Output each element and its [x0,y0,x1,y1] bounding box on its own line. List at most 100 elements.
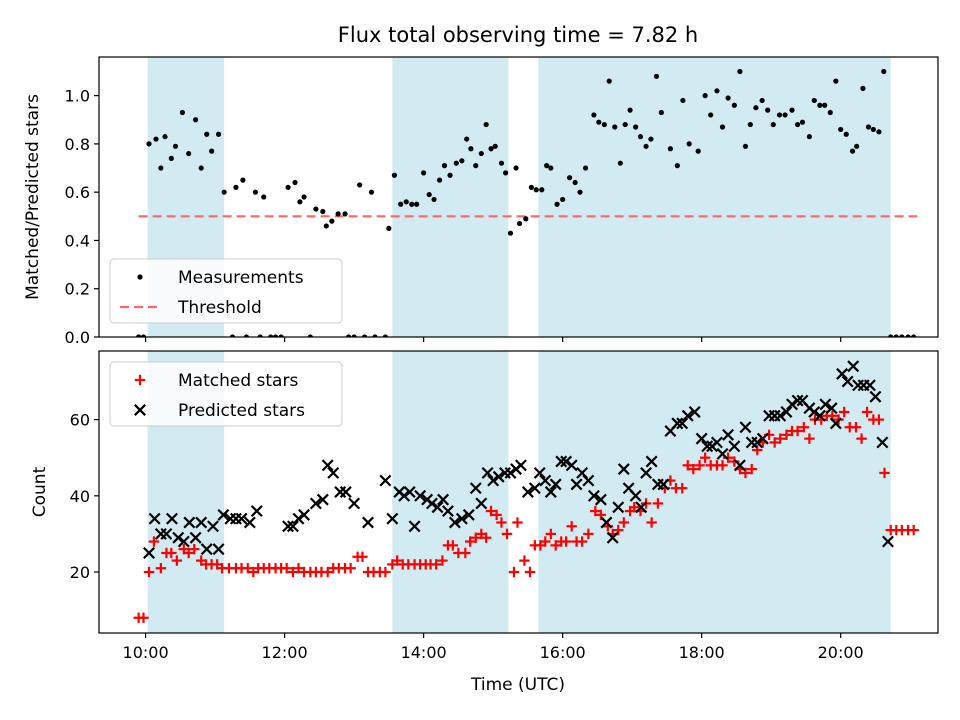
dot-point-116 [789,107,795,113]
dot-point-124 [833,78,839,84]
x-point-111 [841,375,854,388]
x-point-72-b [617,463,630,476]
dot-point-76 [554,201,560,207]
dot-point-44 [386,225,392,231]
x-point-34 [398,489,411,502]
dot-point-58 [464,136,470,142]
dot-point-2 [146,141,152,147]
x-point-66-b [582,474,595,487]
bottom-xlabel: Time (UTC) [470,675,565,695]
dot-point-138 [911,334,917,337]
x-point-36-b [408,520,421,533]
x-point-32 [386,512,399,525]
x-point-44 [455,512,468,525]
x-point-56-b [528,482,541,495]
x-point-95 [751,436,764,449]
plus-point-99 [694,460,705,471]
x-point-110-b [836,367,849,380]
x-point-21-b [292,512,305,525]
x-point-45 [462,508,475,521]
dot-point-50 [421,170,427,176]
top-ylabel: Matched/Predicted stars [23,94,43,300]
x-point-86 [701,440,714,453]
x-point-99 [774,409,787,422]
dot-point-8 [179,109,186,116]
plus-point-55 [447,540,459,551]
dot-point-85 [606,78,612,84]
dot-point-42 [372,334,378,337]
plot-area [136,57,918,337]
x-point-6-b [177,535,190,548]
x-point-62-b [560,455,573,468]
x-point-75-b [635,501,648,514]
ytick-label: 20 [70,563,90,582]
plus-point-26 [281,563,292,574]
x-point-18-b [250,505,263,518]
x-point-37 [414,489,427,502]
x-point-25 [321,459,334,472]
x-point-32-b [386,512,399,525]
x-point-118-b [881,535,894,548]
legend-label: Matched stars [178,371,298,391]
dot-point-86 [612,124,618,130]
plus-point-105 [729,456,740,467]
x-point-23-b [309,497,322,510]
x-point-117-b [876,436,889,449]
plus-point-98 [688,463,699,475]
dot-point-102 [708,112,714,118]
x-point-4 [166,512,178,525]
dot-point-38 [351,334,357,337]
plus-point-19 [242,563,253,574]
observing-interval-1 [392,351,509,633]
dot-point-59 [468,146,474,152]
plus-point-92 [652,498,664,509]
x-point-103-b [796,394,809,407]
dot-point-136 [899,334,905,337]
dot-point-49 [414,201,420,207]
x-point-92 [733,459,746,472]
x-point-58 [539,474,552,487]
dot-point-128 [854,143,860,149]
x-point-85 [695,432,708,445]
x-point-67-b [587,489,600,502]
x-point-17-b [243,516,256,529]
x-point-10-b [200,543,213,556]
x-point-88 [710,436,723,449]
dot-point-123 [827,109,833,116]
legend-label: Measurements [178,268,304,288]
x-point-108 [825,402,838,415]
x-point-74-b [629,489,642,502]
dot-point-137 [905,334,911,337]
dot-point-126 [843,131,849,137]
dot-point-72 [533,187,539,193]
legend: Matched stars Predicted stars [109,361,343,427]
dot-point-20 [252,189,259,195]
dot-point-57 [459,158,465,164]
legend-label: Predicted stars [178,401,305,421]
x-point-63-b [565,459,578,472]
legend-swatch-1 [134,404,146,416]
x-point-40-b [431,501,444,514]
dot-point-31 [313,206,319,212]
x-point-108-b [825,402,838,415]
dot-point-17 [233,184,239,190]
x-point-92-b [733,459,746,472]
dot-point-35 [335,211,341,217]
dot-point-11 [198,165,204,171]
x-point-65-b [576,466,589,479]
x-point-89-b [716,447,729,460]
x-point-81 [671,417,684,430]
x-point-28-b [339,486,352,498]
dot-point-12 [204,131,210,137]
dot-point-13 [209,148,215,154]
x-point-17 [243,516,256,529]
dot-point-82 [591,112,597,118]
x-point-9-b [195,516,208,529]
plus-point-124 [838,406,850,418]
dot-point-60 [473,163,479,169]
x-point-62 [560,455,573,468]
x-point-40 [431,501,444,514]
plus-point-113 [775,433,786,444]
x-point-10 [200,543,213,556]
plus-point-6 [166,547,177,559]
